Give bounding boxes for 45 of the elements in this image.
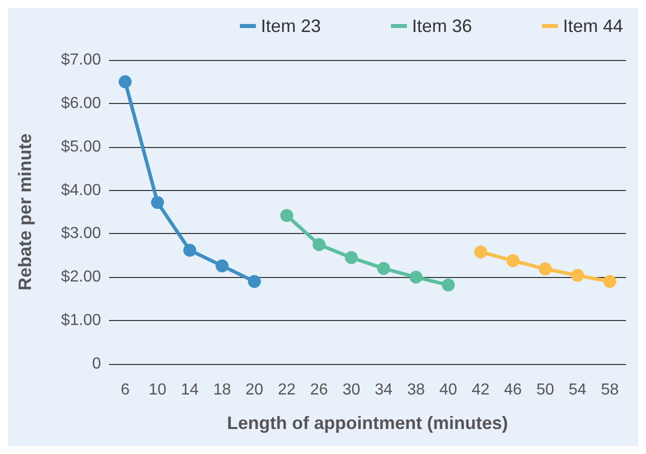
legend-label: Item 36 (412, 16, 472, 36)
point (506, 254, 520, 268)
point (571, 268, 584, 282)
point (248, 274, 261, 288)
x-tick-label: 20 (246, 382, 264, 398)
x-tick-label: 38 (407, 382, 425, 398)
legend-label: Item 23 (260, 16, 321, 36)
point (280, 208, 294, 222)
point (344, 251, 358, 264)
y-tick-label: $2.00 (60, 268, 102, 286)
y-tick-label: $6.00 (60, 94, 102, 112)
x-tick-label: 50 (536, 382, 554, 398)
x-tick-label: 10 (148, 382, 166, 398)
x-tick-label: 6 (120, 382, 130, 398)
point (312, 238, 326, 252)
point (409, 270, 422, 284)
x-tick-label: 26 (310, 382, 328, 398)
x-tick-label: 30 (342, 382, 360, 398)
x-axis-title: Length of appointment (minutes) (227, 413, 508, 433)
point (150, 196, 164, 209)
x-tick-label: 46 (504, 382, 522, 398)
y-tick-label: $7.00 (60, 52, 102, 68)
y-tick-label: 0 (92, 356, 102, 372)
point (183, 244, 196, 257)
y-tick-label: $3.00 (60, 225, 102, 242)
point (216, 259, 229, 272)
x-tick-label: 42 (472, 382, 490, 398)
x-tick-label: 34 (374, 382, 393, 398)
y-tick-label: $5.00 (60, 138, 102, 156)
x-tick-label: 14 (180, 382, 199, 398)
point (474, 245, 488, 258)
x-tick-label: 40 (439, 382, 458, 398)
y-tick-label: $4.00 (60, 182, 102, 199)
point (118, 75, 132, 88)
point (538, 262, 552, 276)
x-tick-label: 54 (568, 382, 587, 398)
x-tick-label: 58 (600, 382, 619, 398)
legend-label: Item 44 (562, 16, 623, 36)
y-tick-label: $1.00 (60, 312, 102, 330)
x-tick-label: 18 (213, 382, 232, 398)
point (442, 278, 455, 292)
x-tick-label: 22 (278, 382, 296, 398)
point (603, 274, 616, 288)
y-axis-title: Rebate per minute (15, 133, 35, 291)
point (377, 262, 390, 275)
